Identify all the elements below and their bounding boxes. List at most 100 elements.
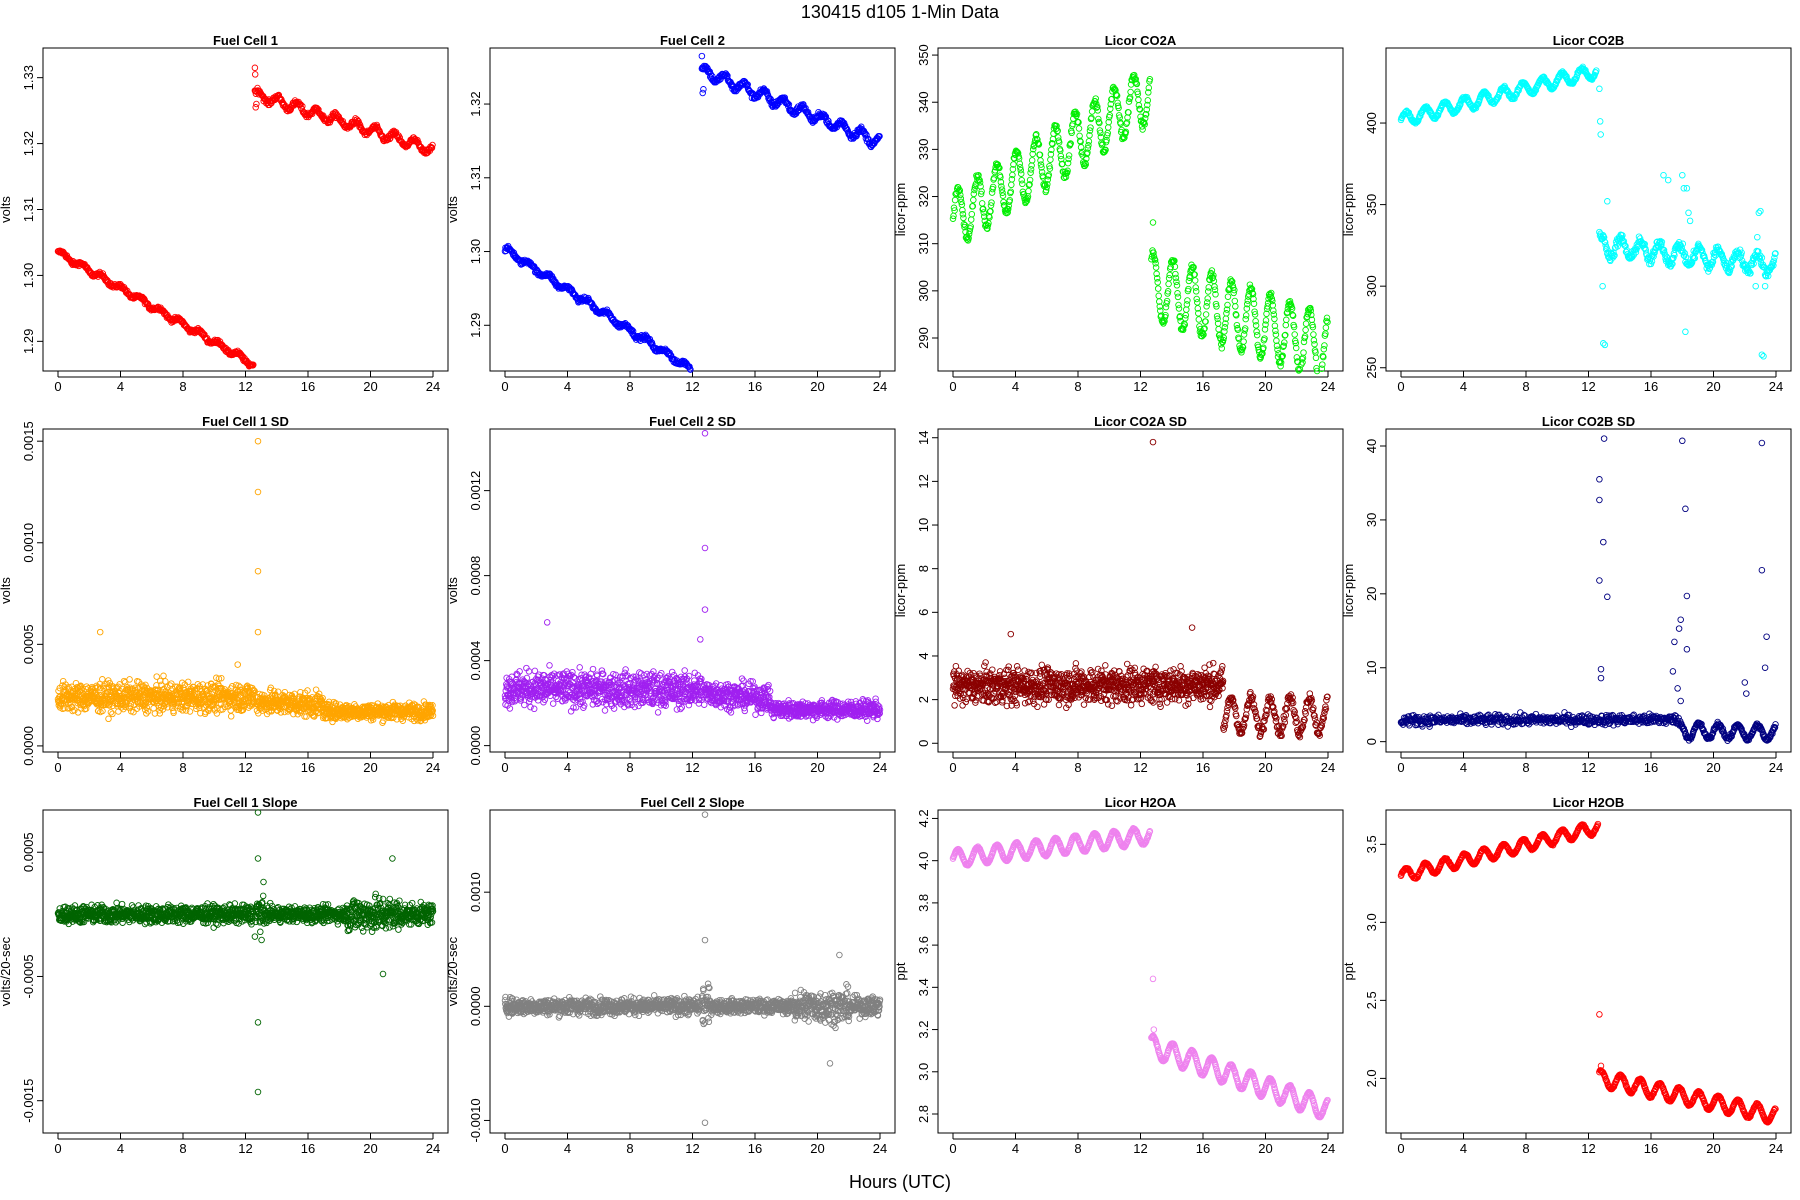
data-point [1104, 124, 1112, 131]
data-point [424, 149, 432, 156]
data-point [1154, 285, 1162, 292]
panel-title: Licor CO2A [1105, 33, 1177, 48]
data-point [1240, 338, 1247, 345]
data-point [1127, 88, 1134, 96]
y-tick-label: 1.33 [21, 65, 36, 90]
x-tick-label: 8 [179, 379, 186, 394]
data-point [763, 88, 771, 95]
y-axis-label: licor-ppm [893, 183, 908, 236]
data-point [1175, 305, 1183, 312]
data-point [1679, 171, 1686, 179]
x-tick-label: 20 [363, 760, 377, 775]
plot-frame [42, 47, 449, 372]
data-point [186, 708, 194, 715]
x-tick-label: 24 [1769, 379, 1783, 394]
data-point [1025, 187, 1032, 195]
data-point [1085, 138, 1093, 145]
data-point [1282, 321, 1290, 329]
y-axis-label: volts [0, 196, 13, 223]
data-point [1253, 331, 1261, 339]
y-tick-label: 1.30 [21, 263, 36, 288]
y-tick-label: 330 [916, 139, 931, 161]
data-point [824, 117, 832, 124]
data-point [876, 132, 883, 140]
panel-title: Licor CO2B [1553, 33, 1625, 48]
data-point [1272, 331, 1280, 338]
data-point [1194, 299, 1201, 306]
data-points [1397, 63, 1779, 360]
data-point [957, 191, 964, 199]
data-point [150, 705, 157, 712]
data-point [792, 109, 799, 117]
x-tick-label: 0 [501, 379, 508, 394]
data-point [249, 362, 257, 369]
x-tick-label: 20 [810, 379, 824, 394]
y-axis-label: volts [445, 196, 460, 223]
data-point [168, 680, 175, 687]
data-point [960, 214, 967, 222]
data-point [1760, 353, 1767, 360]
data-point [1312, 354, 1320, 362]
data-point [234, 661, 241, 668]
y-tick-label: 290 [916, 327, 931, 349]
data-point [1075, 125, 1083, 132]
data-point [254, 567, 262, 575]
data-point [754, 93, 762, 101]
y-tick-label: 0.0008 [468, 556, 483, 596]
data-point [546, 662, 553, 669]
data-point [1600, 340, 1607, 347]
data-point [667, 352, 675, 359]
data-point [107, 709, 115, 716]
data-point [622, 666, 629, 673]
data-point [255, 91, 263, 98]
x-tick-label: 0 [949, 379, 956, 394]
data-point [1664, 176, 1672, 184]
data-point [1597, 131, 1604, 138]
data-point [1283, 316, 1290, 324]
data-point [254, 437, 262, 445]
data-point [1191, 277, 1199, 284]
data-point [1275, 350, 1282, 357]
data-point [709, 73, 716, 80]
y-tick-label: 300 [1364, 275, 1379, 297]
y-tick-label: 300 [916, 280, 931, 302]
data-point [253, 100, 260, 108]
data-point [1202, 311, 1210, 318]
data-point [958, 198, 965, 206]
y-tick-label: 250 [1364, 357, 1379, 379]
x-tick-label: 4 [1012, 379, 1019, 394]
data-point [1184, 297, 1191, 304]
data-point [1758, 351, 1766, 358]
data-point [784, 100, 792, 107]
data-point [1173, 282, 1181, 289]
x-tick-label: 4 [117, 760, 124, 775]
data-points [54, 64, 436, 370]
y-tick-label: 350 [916, 44, 931, 66]
data-point [1324, 318, 1331, 326]
data-point [1065, 152, 1073, 159]
data-point [297, 101, 304, 108]
x-tick-label: 0 [501, 760, 508, 775]
x-tick-label: 12 [685, 760, 699, 775]
data-point [951, 207, 958, 214]
x-tick-label: 12 [238, 760, 252, 775]
data-point [1152, 264, 1160, 271]
x-tick-label: 16 [1644, 379, 1658, 394]
x-tick-label: 16 [301, 760, 315, 775]
y-tick-label: 0.0012 [468, 471, 483, 511]
data-point [1321, 342, 1328, 349]
data-point [1302, 326, 1309, 334]
data-point [1291, 331, 1298, 338]
y-tick-label: 0.0004 [468, 641, 483, 681]
x-tick-label: 24 [1321, 379, 1335, 394]
y-axis-label: volts [445, 577, 460, 604]
panel-title: Fuel Cell 2 SD [649, 414, 736, 429]
data-point [1311, 340, 1318, 348]
data-points [949, 71, 1331, 375]
data-point [699, 89, 706, 97]
y-tick-label: 1.29 [21, 329, 36, 354]
data-point [1302, 320, 1310, 327]
